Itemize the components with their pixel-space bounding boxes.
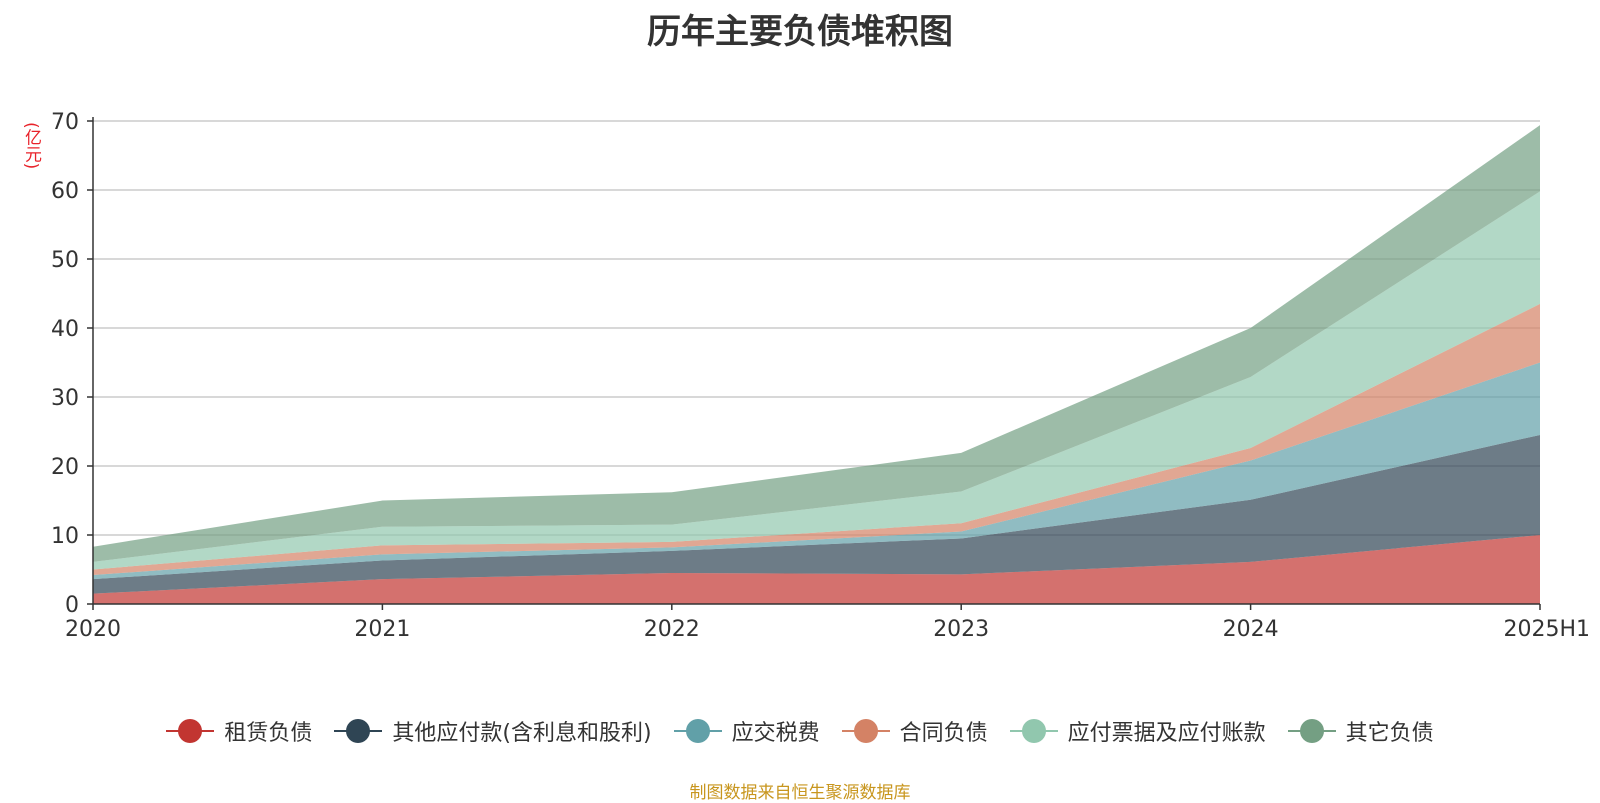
legend-marker-icon <box>1009 718 1058 744</box>
legend-label: 租赁负债 <box>224 721 313 746</box>
legend-item-1[interactable]: 租赁负债 <box>166 715 312 747</box>
legend-item-2[interactable]: 其他应付款(含利息和股利) <box>334 715 652 747</box>
legend-item-3[interactable]: 应交税费 <box>673 715 820 747</box>
y-tick-label: 70 <box>51 110 79 135</box>
x-tick-label: 2024 <box>1223 617 1279 642</box>
legend-label: 合同负债 <box>899 721 988 746</box>
legend-item-6[interactable]: 其它负债 <box>1287 715 1434 747</box>
legend-marker-icon <box>1287 718 1336 744</box>
y-tick-label: 0 <box>65 593 79 618</box>
area-series-6 <box>93 125 1540 562</box>
legend-item-4[interactable]: 合同负债 <box>841 715 988 747</box>
legend-item-5[interactable]: 应付票据及应付账款 <box>1009 715 1266 747</box>
y-tick-label: 10 <box>51 524 79 549</box>
area-series-1 <box>93 535 1540 604</box>
legend-label: 其它负债 <box>1345 721 1434 746</box>
y-tick-label: 30 <box>51 386 79 411</box>
y-axis-unit-label: (亿元) <box>21 122 41 170</box>
legend-marker-icon <box>841 718 890 744</box>
chart-title: 历年主要负债堆积图 <box>647 12 953 52</box>
y-tick-label: 40 <box>51 317 79 342</box>
legend-label: 应交税费 <box>731 721 820 746</box>
legend-marker-icon <box>166 718 215 744</box>
x-tick-label: 2021 <box>354 617 410 642</box>
area-series-2 <box>93 434 1540 594</box>
x-tick-label: 2020 <box>65 617 121 642</box>
area-series-3 <box>93 362 1540 580</box>
chart-legend: 租赁负债 其他应付款(含利息和股利) 应交税费 合同负债 应付票据及应付账款 其它负债 <box>0 715 1600 747</box>
x-tick-label: 2022 <box>644 617 700 642</box>
x-tick-label: 2025H1 <box>1503 617 1590 642</box>
legend-label: 其他应付款(含利息和股利) <box>392 721 652 746</box>
y-tick-label: 50 <box>51 248 79 273</box>
legend-marker-icon <box>334 718 383 744</box>
x-tick-label: 2023 <box>933 617 989 642</box>
area-series-5 <box>93 191 1540 570</box>
y-tick-label: 60 <box>51 179 79 204</box>
data-source-note: 制图数据来自恒生聚源数据库 <box>689 783 911 803</box>
legend-marker-icon <box>673 718 722 744</box>
legend-label: 应付票据及应付账款 <box>1067 721 1266 746</box>
y-tick-label: 20 <box>51 455 79 480</box>
